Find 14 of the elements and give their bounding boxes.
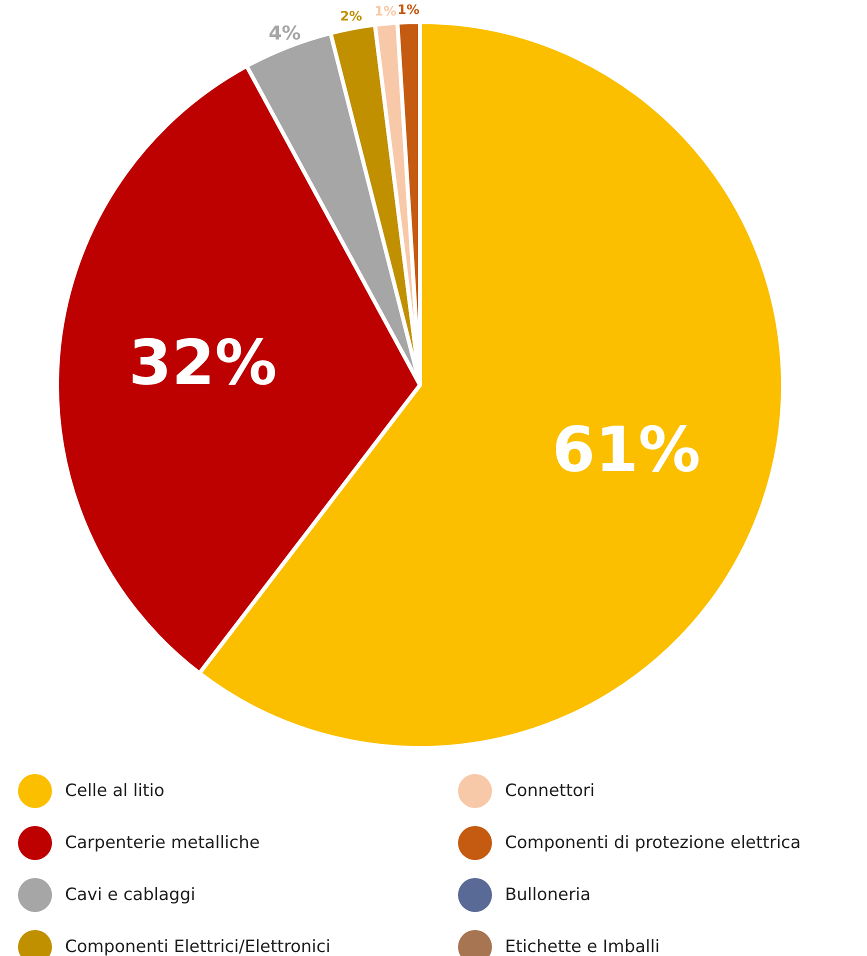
legend-label: Etichette e Imballi <box>505 937 660 956</box>
legend-label: Carpenterie metalliche <box>65 833 260 853</box>
data-label: 2% <box>340 9 362 24</box>
legend-label: Cavi e cablaggi <box>65 885 196 905</box>
data-label: 1% <box>374 4 396 20</box>
legend-label: Componenti Elettrici/Elettronici <box>65 937 330 956</box>
legend-label: Connettori <box>505 781 595 801</box>
legend-label: Celle al litio <box>65 781 164 801</box>
data-label: 32% <box>128 326 278 400</box>
data-label: 4% <box>268 22 301 45</box>
data-label: 61% <box>552 412 700 486</box>
data-label: 1% <box>397 3 420 18</box>
legend-label: Componenti di protezione elettrica <box>505 833 801 853</box>
legend-label: Bulloneria <box>505 885 591 905</box>
